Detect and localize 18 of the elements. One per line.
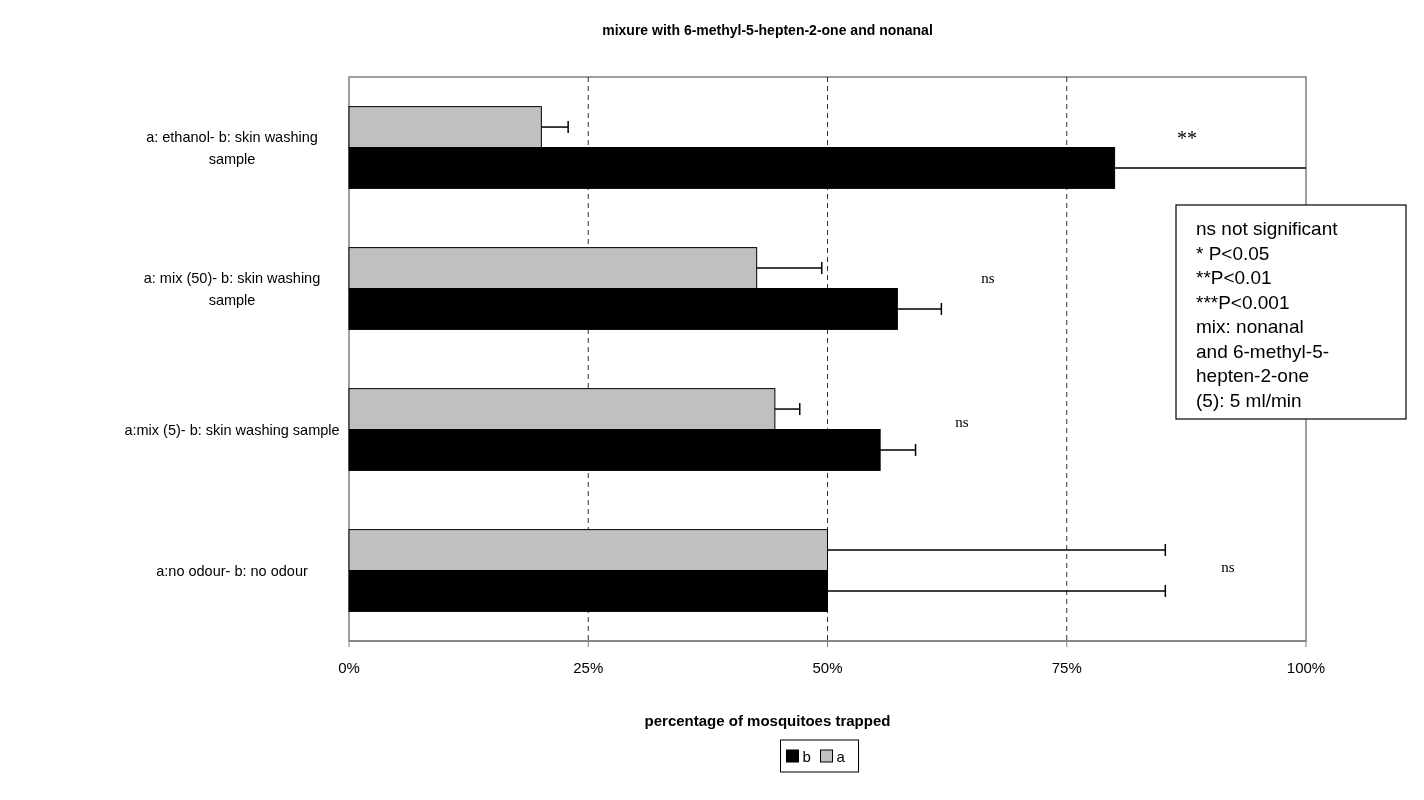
annotation: **: [1177, 127, 1197, 149]
y-tick-label: a: mix (50)- b: skin washing sample: [143, 269, 321, 308]
x-tick-label: 100%: [1286, 659, 1326, 676]
legend-label: b: [802, 748, 811, 765]
x-tick-label: 75%: [1051, 659, 1082, 676]
y-tick-label: a: ethanol- b: skin washing sample: [146, 128, 318, 167]
x-tick-label: 0%: [338, 659, 360, 676]
x-axis-title: percentage of mosquitoes trapped: [644, 712, 891, 729]
note-box: ns not significant * P<0.05 **P<0.01 ***P<0.001 mix: nonanal and 6-methyl-5- hepten-2-one (5): 5 ml/min: [1175, 204, 1407, 420]
annotation: ns: [1221, 559, 1235, 575]
y-tick-label: a:mix (5)- b: skin washing sample: [124, 421, 340, 438]
chart-title: mixure with 6-methyl-5-hepten-2-one and nonanal: [602, 22, 933, 38]
annotation: ns: [955, 414, 969, 430]
x-tick-label: 25%: [573, 659, 604, 676]
annotation: ns: [981, 270, 995, 286]
y-tick-label: a:no odour- b: no odour: [156, 562, 308, 579]
legend-label: a: [836, 748, 846, 765]
x-tick-label: 50%: [812, 659, 843, 676]
